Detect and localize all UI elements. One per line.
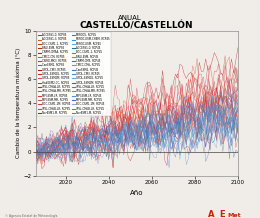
- Text: A: A: [208, 210, 214, 218]
- Text: © Agencia Estatal de Meteorología: © Agencia Estatal de Meteorología: [5, 214, 57, 218]
- Legend: ACCESS1-0, RCP85, ACCESS1-3, RCP85, BCC-CSM1-1, RCP85, BNU-ESM, RCP85, CNRM-CM5A: ACCESS1-0, RCP85, ACCESS1-3, RCP85, BCC-…: [37, 32, 111, 116]
- Title: CASTELLÓ/CASTELLÓN: CASTELLÓ/CASTELLÓN: [80, 22, 194, 31]
- Text: E: E: [220, 210, 225, 218]
- X-axis label: Año: Año: [130, 191, 144, 196]
- Text: ANUAL: ANUAL: [118, 15, 142, 21]
- Y-axis label: Cambio de la temperatura máxima (°C): Cambio de la temperatura máxima (°C): [15, 48, 21, 158]
- Text: Met: Met: [228, 213, 241, 218]
